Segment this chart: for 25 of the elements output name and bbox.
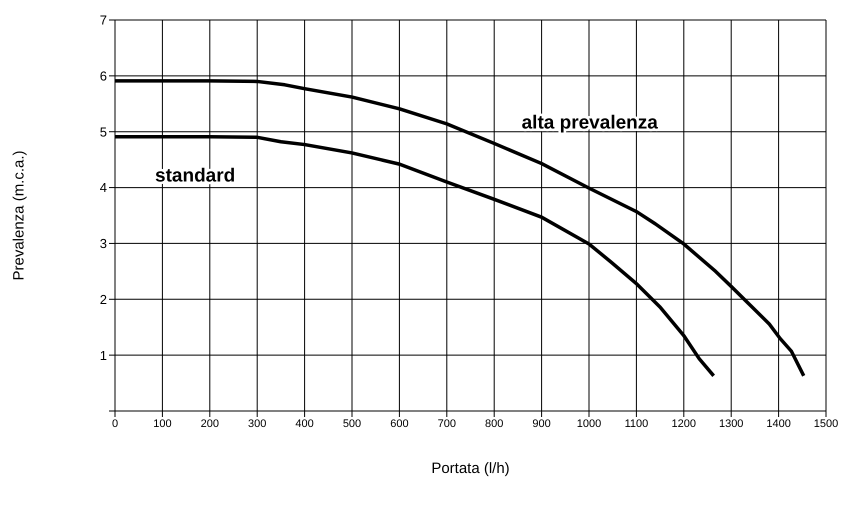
x-tick-label: 1000 [576, 418, 602, 430]
y-tick-label: 3 [100, 236, 107, 252]
x-tick-label: 700 [438, 418, 456, 430]
x-tick-label: 1200 [672, 418, 696, 430]
x-tick-label: 1300 [718, 418, 744, 430]
y-tick-label: 4 [100, 180, 107, 196]
y-tick-label: 5 [100, 124, 107, 140]
x-tick-label: 300 [248, 418, 266, 430]
x-tick-label: 0 [112, 418, 118, 430]
x-tick-label: 1100 [624, 418, 648, 430]
x-tick-label: 600 [390, 418, 409, 430]
y-tick-label: 7 [100, 12, 107, 28]
y-tick-label: 2 [100, 292, 107, 307]
x-tick-label: 400 [295, 418, 314, 430]
x-tick-label: 1400 [766, 418, 791, 430]
x-tick-label: 900 [532, 418, 551, 430]
x-tick-label: 100 [153, 418, 172, 430]
x-axis-title: Portata (l/h) [431, 460, 510, 477]
x-tick-label: 1500 [814, 418, 838, 430]
x-tick-label: 500 [342, 418, 362, 430]
y-tick-label: 6 [100, 68, 107, 84]
x-tick-label: 200 [200, 418, 219, 430]
y-axis-title: Prevalenza (m.c.a.) [10, 150, 28, 281]
y-tick-label: 1 [100, 348, 107, 363]
x-tick-label: 800 [485, 418, 504, 430]
